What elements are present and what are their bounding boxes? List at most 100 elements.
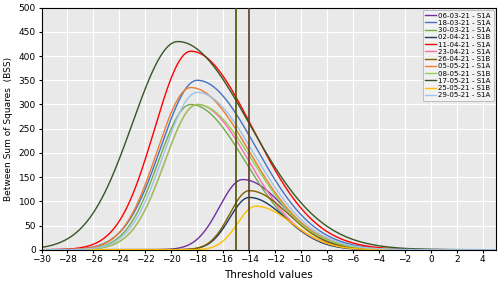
11-04-21 - S1A xyxy=(334,235,340,239)
02-04-21 - S1B xyxy=(246,196,252,199)
06-03-21 - S1A xyxy=(38,248,44,251)
Line: 29-05-21 - S1A: 29-05-21 - S1A xyxy=(42,92,496,250)
18-03-21 - S1A xyxy=(38,248,44,251)
05-05-21 - S1A xyxy=(311,231,317,234)
26-04-21 - S1B xyxy=(493,248,499,251)
23-04-21 - S1A xyxy=(194,103,200,106)
17-05-21 - S1A xyxy=(378,244,384,248)
05-05-21 - S1A xyxy=(412,248,418,251)
29-05-21 - S1A xyxy=(212,98,218,102)
23-04-21 - S1A xyxy=(121,237,127,240)
26-04-21 - S1B xyxy=(334,243,340,247)
30-03-21 - S1A xyxy=(493,248,499,251)
08-05-21 - S1B xyxy=(493,248,499,251)
Y-axis label: Between Sum of Squares  (BSS): Between Sum of Squares (BSS) xyxy=(4,57,13,201)
30-03-21 - S1A xyxy=(311,237,317,240)
18-03-21 - S1A xyxy=(311,225,317,228)
23-04-21 - S1A xyxy=(334,244,340,248)
02-04-21 - S1B xyxy=(212,237,218,240)
17-05-21 - S1A xyxy=(121,145,127,148)
18-03-21 - S1A xyxy=(212,86,218,90)
29-05-21 - S1A xyxy=(493,248,499,251)
30-03-21 - S1A xyxy=(412,248,418,251)
Line: 30-03-21 - S1A: 30-03-21 - S1A xyxy=(42,105,496,250)
Line: 06-03-21 - S1A: 06-03-21 - S1A xyxy=(42,179,496,250)
26-04-21 - S1B xyxy=(246,189,252,192)
18-03-21 - S1A xyxy=(194,79,200,82)
06-03-21 - S1A xyxy=(121,248,127,251)
29-05-21 - S1A xyxy=(412,248,418,251)
06-03-21 - S1A xyxy=(493,248,499,251)
25-05-21 - S1B xyxy=(378,248,384,251)
17-05-21 - S1A xyxy=(412,247,418,250)
18-03-21 - S1A xyxy=(378,247,384,250)
29-05-21 - S1A xyxy=(378,247,384,250)
29-05-21 - S1A xyxy=(194,91,200,94)
02-04-21 - S1B xyxy=(121,248,127,251)
30-03-21 - S1A xyxy=(121,231,127,234)
06-03-21 - S1A xyxy=(412,248,418,251)
17-05-21 - S1A xyxy=(175,40,181,43)
Line: 26-04-21 - S1B: 26-04-21 - S1B xyxy=(42,191,496,250)
02-04-21 - S1B xyxy=(334,245,340,248)
02-04-21 - S1B xyxy=(38,248,44,251)
17-05-21 - S1A xyxy=(212,66,218,70)
17-05-21 - S1A xyxy=(493,248,499,251)
05-05-21 - S1A xyxy=(188,86,194,89)
26-04-21 - S1B xyxy=(121,248,127,251)
Legend: 06-03-21 - S1A, 18-03-21 - S1A, 30-03-21 - S1A, 02-04-21 - S1B, 11-04-21 - S1A, : 06-03-21 - S1A, 18-03-21 - S1A, 30-03-21… xyxy=(422,10,494,101)
23-04-21 - S1A xyxy=(311,237,317,240)
05-05-21 - S1A xyxy=(493,248,499,251)
25-05-21 - S1B xyxy=(121,248,127,251)
08-05-21 - S1B xyxy=(311,232,317,235)
29-05-21 - S1A xyxy=(334,240,340,244)
05-05-21 - S1A xyxy=(212,99,218,103)
29-05-21 - S1A xyxy=(38,248,44,251)
18-03-21 - S1A xyxy=(334,238,340,242)
Line: 25-05-21 - S1B: 25-05-21 - S1B xyxy=(42,206,496,250)
11-04-21 - S1A xyxy=(212,64,218,68)
23-04-21 - S1A xyxy=(378,248,384,251)
30-03-21 - S1A xyxy=(334,244,340,247)
Line: 05-05-21 - S1A: 05-05-21 - S1A xyxy=(42,87,496,250)
11-04-21 - S1A xyxy=(311,220,317,224)
18-03-21 - S1A xyxy=(493,248,499,251)
08-05-21 - S1B xyxy=(38,248,44,251)
23-04-21 - S1A xyxy=(212,111,218,114)
05-05-21 - S1A xyxy=(38,248,44,251)
26-04-21 - S1B xyxy=(38,248,44,251)
18-03-21 - S1A xyxy=(121,226,127,229)
05-05-21 - S1A xyxy=(334,241,340,244)
25-05-21 - S1B xyxy=(212,245,218,248)
26-04-21 - S1B xyxy=(212,235,218,239)
06-03-21 - S1A xyxy=(212,213,218,216)
08-05-21 - S1B xyxy=(194,103,200,106)
02-04-21 - S1B xyxy=(378,248,384,251)
25-05-21 - S1B xyxy=(493,248,499,251)
05-05-21 - S1A xyxy=(121,225,127,229)
02-04-21 - S1B xyxy=(412,248,418,251)
29-05-21 - S1A xyxy=(311,229,317,232)
11-04-21 - S1A xyxy=(412,248,418,251)
02-04-21 - S1B xyxy=(311,237,317,241)
30-03-21 - S1A xyxy=(188,103,194,106)
11-04-21 - S1A xyxy=(188,49,194,53)
26-04-21 - S1B xyxy=(412,248,418,251)
08-05-21 - S1B xyxy=(412,248,418,251)
06-03-21 - S1A xyxy=(240,178,246,181)
23-04-21 - S1A xyxy=(38,248,44,251)
08-05-21 - S1B xyxy=(378,247,384,251)
06-03-21 - S1A xyxy=(378,248,384,251)
Line: 11-04-21 - S1A: 11-04-21 - S1A xyxy=(42,51,496,250)
05-05-21 - S1A xyxy=(378,247,384,250)
25-05-21 - S1B xyxy=(252,204,258,208)
25-05-21 - S1B xyxy=(334,245,340,248)
08-05-21 - S1B xyxy=(121,237,127,240)
30-03-21 - S1A xyxy=(212,117,218,120)
02-04-21 - S1B xyxy=(493,248,499,251)
23-04-21 - S1A xyxy=(493,248,499,251)
Line: 18-03-21 - S1A: 18-03-21 - S1A xyxy=(42,80,496,250)
30-03-21 - S1A xyxy=(378,248,384,251)
25-05-21 - S1B xyxy=(38,248,44,251)
11-04-21 - S1A xyxy=(378,246,384,250)
